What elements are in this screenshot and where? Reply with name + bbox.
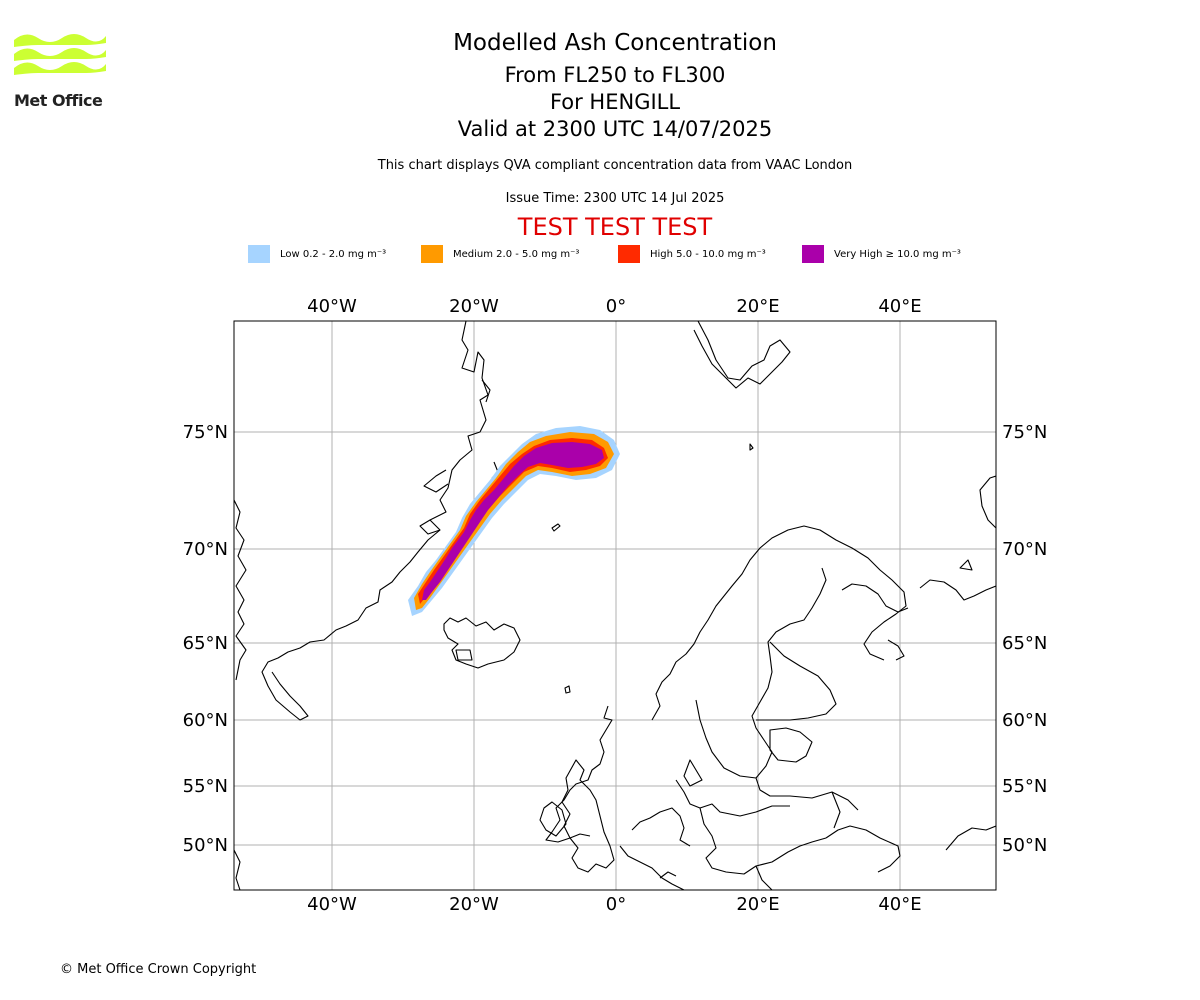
lat-tick-right: 50°N (1002, 835, 1047, 856)
lat-tick-left: 55°N (183, 776, 228, 797)
legend-label-medium: Medium 2.0 - 5.0 mg m⁻³ (453, 248, 580, 260)
lat-tick-left: 65°N (183, 633, 228, 654)
legend-swatch-low (248, 245, 270, 263)
legend-label-low: Low 0.2 - 2.0 mg m⁻³ (280, 248, 387, 260)
lat-tick-right: 75°N (1002, 422, 1047, 443)
logo-text: Met Office (14, 91, 103, 110)
lon-tick-top: 0° (606, 296, 626, 317)
volcano-name: For HENGILL (549, 90, 681, 114)
gridlines (234, 321, 996, 890)
lon-tick-bottom: 40°E (878, 894, 921, 915)
lon-tick-top: 40°W (307, 296, 357, 317)
copyright-footer: © Met Office Crown Copyright (60, 962, 257, 977)
map-frame (233, 320, 997, 891)
issue-time: Issue Time: 2300 UTC 14 Jul 2025 (505, 191, 725, 206)
lat-tick-left: 60°N (183, 710, 228, 731)
legend-item-low: Low 0.2 - 2.0 mg m⁻³ (248, 244, 386, 264)
legend-swatch-high (618, 245, 640, 263)
lat-tick-right: 55°N (1002, 776, 1047, 797)
qva-note: This chart displays QVA compliant concen… (377, 158, 853, 173)
ash-very-high-contour (422, 442, 604, 600)
lat-tick-right: 65°N (1002, 633, 1047, 654)
lon-tick-top: 20°W (449, 296, 499, 317)
test-banner: TEST TEST TEST (517, 213, 713, 241)
lon-tick-bottom: 20°W (449, 894, 499, 915)
lat-tick-left: 75°N (183, 422, 228, 443)
lon-tick-top: 20°E (736, 296, 779, 317)
legend-swatch-very-high (802, 245, 824, 263)
lat-tick-right: 70°N (1002, 539, 1047, 560)
valid-time: Valid at 2300 UTC 14/07/2025 (457, 117, 773, 141)
legend-item-medium: Medium 2.0 - 5.0 mg m⁻³ (421, 244, 579, 264)
chart-title: Modelled Ash Concentration (453, 30, 777, 56)
legend-item-very-high: Very High ≥ 10.0 mg m⁻³ (802, 244, 961, 264)
lon-tick-bottom: 20°E (736, 894, 779, 915)
legend-item-high: High 5.0 - 10.0 mg m⁻³ (618, 244, 766, 264)
flight-level-range: From FL250 to FL300 (504, 63, 726, 87)
ash-plume (408, 426, 620, 616)
coastlines (234, 321, 996, 890)
lon-tick-bottom: 0° (606, 894, 626, 915)
lat-tick-left: 70°N (183, 539, 228, 560)
lon-tick-bottom: 40°W (307, 894, 357, 915)
lat-tick-right: 60°N (1002, 710, 1047, 731)
lon-tick-top: 40°E (878, 296, 921, 317)
lat-tick-left: 50°N (183, 835, 228, 856)
legend-label-very-high: Very High ≥ 10.0 mg m⁻³ (834, 248, 961, 260)
legend-label-high: High 5.0 - 10.0 mg m⁻³ (650, 248, 766, 260)
met-office-logo-icon (14, 34, 106, 75)
legend: Low 0.2 - 2.0 mg m⁻³ Medium 2.0 - 5.0 mg… (0, 244, 1200, 264)
legend-swatch-medium (421, 245, 443, 263)
